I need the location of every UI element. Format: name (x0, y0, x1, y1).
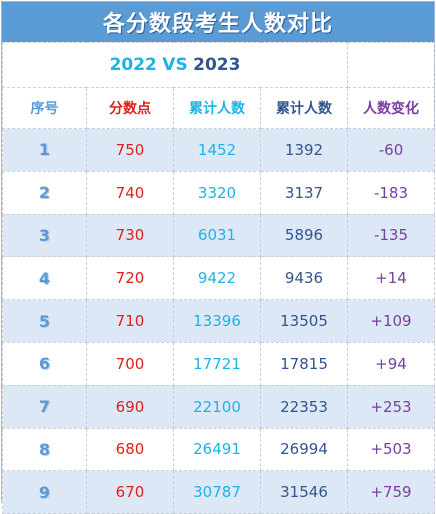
table-row: 4 720 9422 9436 +14 (2, 256, 435, 301)
table-row: 9 670 30787 31546 +759 (2, 470, 435, 514)
table-row: 3 730 6031 5896 -135 (2, 213, 435, 258)
year-comparison-row: 2022 VS 2023 (2, 42, 435, 88)
row-score: 680 (86, 427, 174, 472)
row-score: 730 (86, 213, 174, 258)
row-cum-2023: 1392 (260, 128, 348, 172)
row-cum-2022: 9422 (173, 256, 261, 301)
row-index: 5 (2, 299, 87, 343)
header-score: 分数点 (86, 87, 174, 129)
row-index: 7 (2, 384, 87, 429)
row-score: 700 (86, 341, 174, 386)
empty-cell (347, 42, 435, 88)
row-cum-2022: 30787 (173, 470, 261, 514)
row-cum-2022: 17721 (173, 341, 261, 386)
row-change: -60 (347, 128, 435, 172)
header-row: 序号 分数点 累计人数 累计人数 人数变化 (2, 87, 435, 129)
row-index: 4 (2, 256, 87, 301)
row-change: +253 (347, 384, 435, 429)
table-row: 6 700 17721 17815 +94 (2, 341, 435, 386)
row-score: 710 (86, 299, 174, 343)
row-cum-2023: 31546 (260, 470, 348, 514)
header-index: 序号 (2, 87, 87, 129)
row-index: 2 (2, 170, 87, 215)
row-change: +94 (347, 341, 435, 386)
row-score: 740 (86, 170, 174, 215)
year-a: 2022 (109, 55, 157, 75)
row-cum-2022: 26491 (173, 427, 261, 472)
row-change: +759 (347, 470, 435, 514)
header-cum-2023: 累计人数 (260, 87, 348, 129)
row-index: 3 (2, 213, 87, 258)
row-index: 8 (2, 427, 87, 472)
vs-label: VS (162, 55, 188, 75)
header-change: 人数变化 (347, 87, 435, 129)
table-row: 5 710 13396 13505 +109 (2, 299, 435, 343)
score-table: 2022 VS 2023 序号 分数点 累计人数 累计人数 人数变化 1 750 1… (2, 42, 435, 514)
table-row: 7 690 22100 22353 +253 (2, 384, 435, 429)
sheet-title: 各分数段考生人数对比 (2, 2, 434, 42)
row-score: 670 (86, 470, 174, 514)
table-row: 2 740 3320 3137 -183 (2, 170, 435, 215)
table-row: 1 750 1452 1392 -60 (2, 128, 435, 172)
year-b: 2023 (193, 55, 241, 75)
row-score: 690 (86, 384, 174, 429)
row-change: +503 (347, 427, 435, 472)
row-cum-2023: 13505 (260, 299, 348, 343)
row-cum-2023: 9436 (260, 256, 348, 301)
row-change: +14 (347, 256, 435, 301)
header-cum-2022: 累计人数 (173, 87, 261, 129)
row-cum-2023: 3137 (260, 170, 348, 215)
row-cum-2023: 5896 (260, 213, 348, 258)
table-body: 1 750 1452 1392 -60 2 740 3320 3137 -183 3 730 6031 5… (2, 128, 435, 514)
table-row: 8 680 26491 26994 +503 (2, 427, 435, 472)
row-cum-2022: 22100 (173, 384, 261, 429)
row-score: 720 (86, 256, 174, 301)
row-change: -183 (347, 170, 435, 215)
row-cum-2022: 13396 (173, 299, 261, 343)
year-comparison-label: 2022 VS 2023 (2, 42, 348, 88)
row-index: 1 (2, 128, 87, 172)
row-cum-2022: 1452 (173, 128, 261, 172)
row-score: 750 (86, 128, 174, 172)
row-change: -135 (347, 213, 435, 258)
row-index: 9 (2, 470, 87, 514)
row-cum-2023: 26994 (260, 427, 348, 472)
row-cum-2023: 17815 (260, 341, 348, 386)
row-change: +109 (347, 299, 435, 343)
row-index: 6 (2, 341, 87, 386)
row-cum-2022: 3320 (173, 170, 261, 215)
row-cum-2023: 22353 (260, 384, 348, 429)
row-cum-2022: 6031 (173, 213, 261, 258)
